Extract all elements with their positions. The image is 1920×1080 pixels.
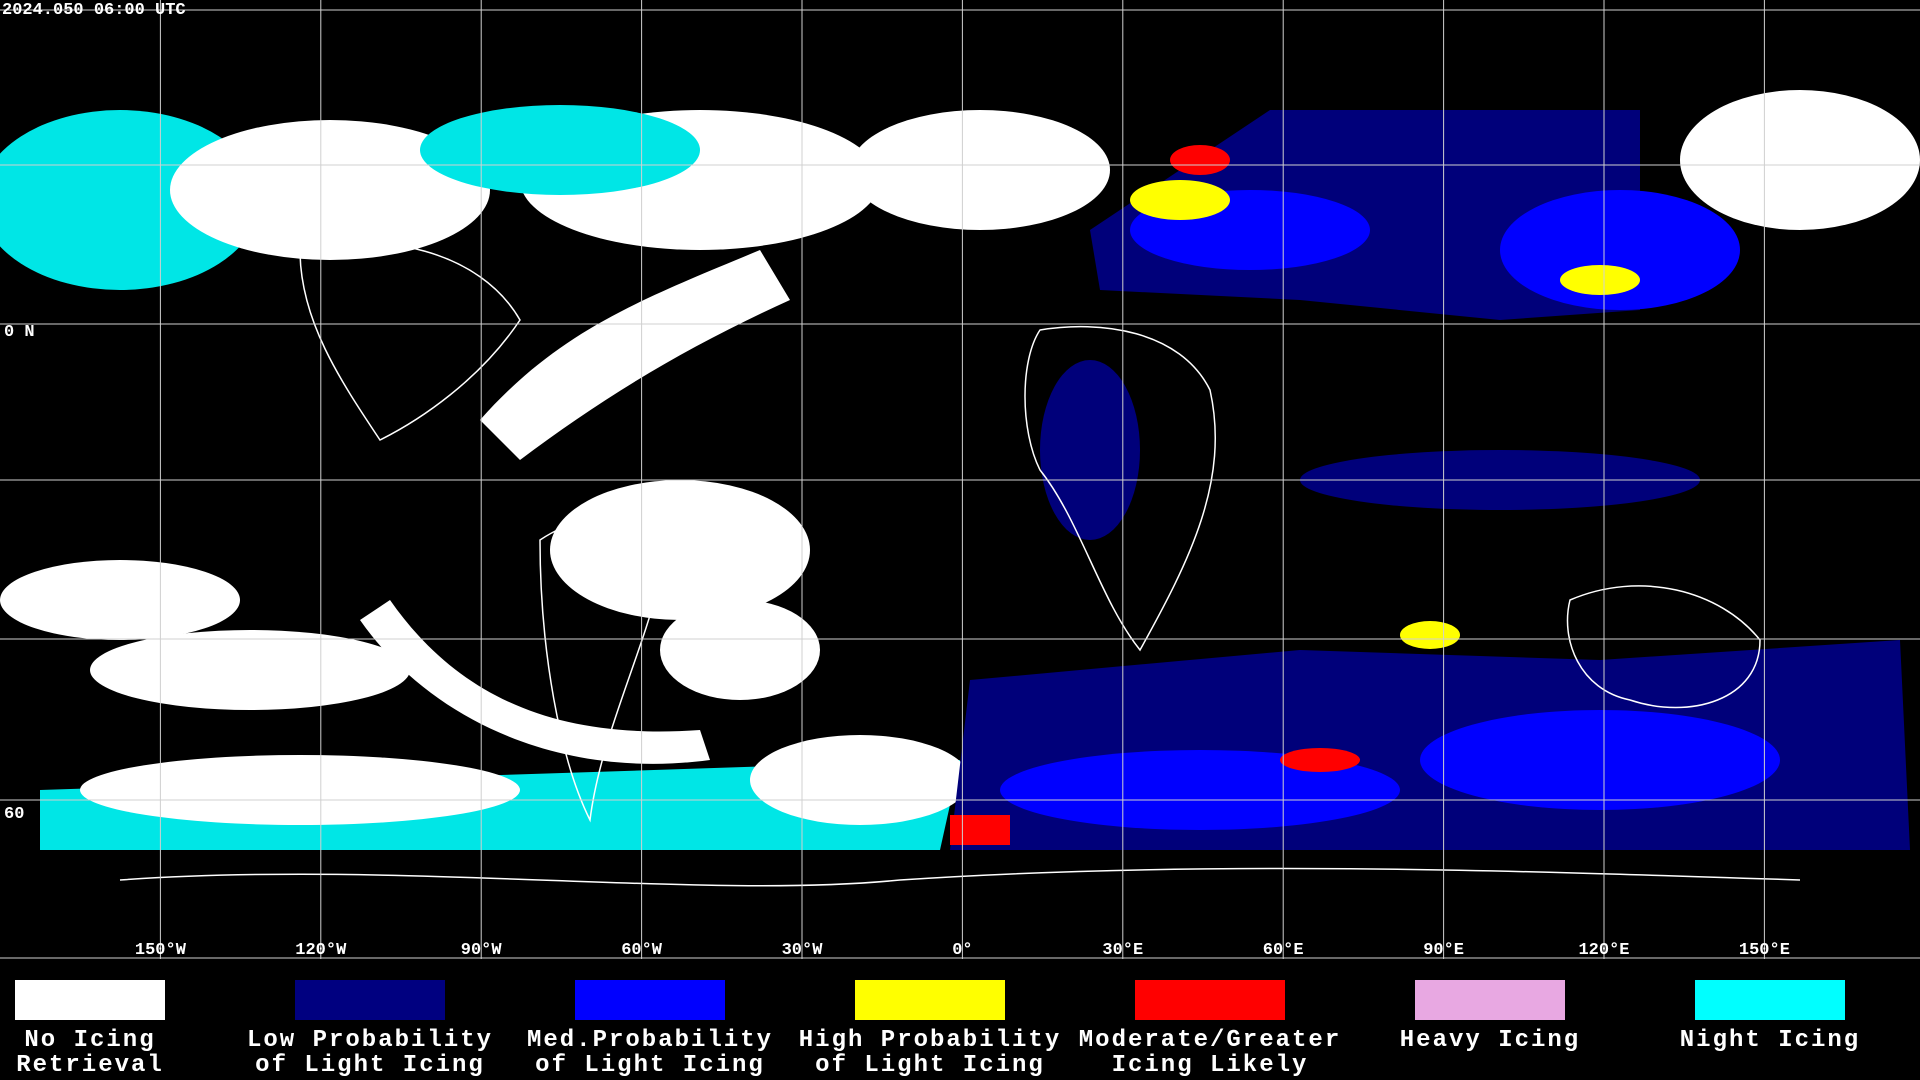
legend-label: of Light Icing (815, 1052, 1045, 1079)
latitude-label: 0 N (4, 323, 35, 342)
legend-label: High Probability (799, 1027, 1061, 1054)
longitude-label: 150°W (135, 941, 187, 960)
cloud-field (0, 90, 1920, 850)
legend-label: Icing Likely (1112, 1052, 1309, 1079)
high-icing-area (1560, 265, 1640, 295)
legend-swatch (295, 980, 445, 1020)
legend-label: Heavy Icing (1400, 1027, 1580, 1054)
legend-label: No Icing (24, 1027, 155, 1054)
legend-label: of Light Icing (255, 1052, 485, 1079)
longitude-label: 30°W (782, 941, 824, 960)
timestamp: 2024.050 06:00 UTC (2, 1, 186, 20)
legend-label: Low Probability (247, 1027, 493, 1054)
high-icing-area (1400, 621, 1460, 649)
coastline (299, 241, 521, 441)
no-icing-area (550, 480, 810, 620)
no-icing-area (360, 600, 710, 764)
longitude-label: 0° (952, 941, 972, 960)
labels: 2024.050 06:00 UTC 150°W 120°W 90°W 60°W 30°W… (2, 1, 1790, 960)
moderate-icing-area (1280, 748, 1360, 772)
no-icing-area (850, 110, 1110, 230)
legend-label: Night Icing (1680, 1027, 1860, 1054)
night-icing-area (420, 105, 700, 195)
no-icing-area (660, 600, 820, 700)
longitude-label: 150°E (1739, 941, 1790, 960)
longitude-label: 90°E (1423, 941, 1464, 960)
longitude-label: 90°W (461, 941, 503, 960)
legend-swatch (1135, 980, 1285, 1020)
legend-swatch (15, 980, 165, 1020)
high-icing-area (1130, 180, 1230, 220)
longitude-label: 60°E (1263, 941, 1304, 960)
longitude-label: 120°W (295, 941, 347, 960)
moderate-icing-area (1170, 145, 1230, 175)
no-icing-area (0, 560, 240, 640)
med-icing-area (1420, 710, 1780, 810)
legend-label: Med.Probability (527, 1027, 773, 1054)
no-icing-area (1680, 90, 1920, 230)
legend-swatch (575, 980, 725, 1020)
longitude-label: 60°W (621, 941, 663, 960)
no-icing-area (750, 735, 970, 825)
legend-label: of Light Icing (535, 1052, 765, 1079)
low-icing-area (1040, 360, 1140, 540)
coastline (119, 867, 1801, 887)
coastline (539, 518, 661, 823)
coastline (1566, 585, 1761, 709)
coastline (1024, 325, 1217, 652)
no-icing-area (80, 755, 520, 825)
legend-label: Retrieval (16, 1052, 164, 1079)
longitude-label: 30°E (1102, 941, 1143, 960)
latitude-label: 60 (4, 805, 24, 824)
no-icing-area (90, 630, 410, 710)
longitude-label: 120°E (1578, 941, 1629, 960)
legend-swatch (1695, 980, 1845, 1020)
no-icing-area (480, 250, 790, 460)
legend-label: Moderate/Greater (1079, 1027, 1341, 1054)
legend-swatch (855, 980, 1005, 1020)
legend-swatch (1415, 980, 1565, 1020)
graticule (0, 0, 1920, 959)
moderate-icing-area (950, 815, 1010, 845)
coastlines (119, 241, 1801, 887)
no-icing-area (170, 120, 490, 260)
